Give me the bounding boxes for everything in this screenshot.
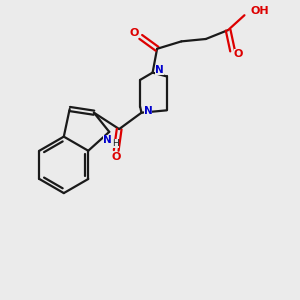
Text: N: N (144, 106, 152, 116)
Text: O: O (234, 50, 243, 59)
Text: H: H (112, 139, 119, 148)
Text: OH: OH (250, 6, 268, 16)
Text: O: O (130, 28, 139, 38)
Text: O: O (112, 152, 121, 162)
Text: N: N (103, 135, 112, 145)
Text: N: N (155, 65, 164, 75)
